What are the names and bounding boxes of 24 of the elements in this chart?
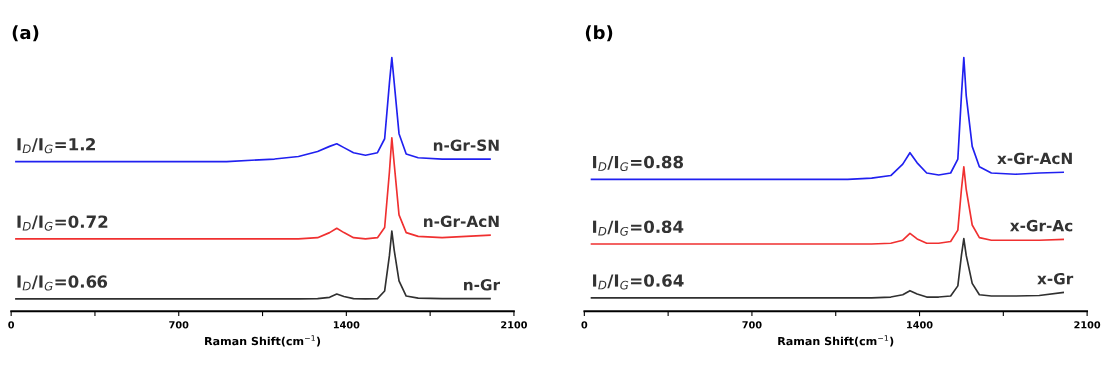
x-axis-title: Raman Shift(cm$^{−1}$) [205,335,321,347]
series-label: n-Gr [464,278,501,291]
x-tick-label: 2100 [501,321,528,329]
series-label: x-Gr-AcN [997,152,1072,165]
x-tick-label: 0 [8,321,15,329]
annotation: I$_{D}$/I$_{G}$=1.2 [17,138,95,154]
x-tick-label: 700 [742,321,762,329]
x-tick-label: 2100 [1074,321,1101,329]
series-label: n-Gr-SN [433,139,499,152]
annotation: I$_{D}$/I$_{G}$=0.84 [593,220,684,236]
chart-title: (b) [585,25,613,42]
x-tick-label: 1400 [333,321,360,329]
x-tick-label: 700 [169,321,189,329]
annotation: I$_{D}$/I$_{G}$=0.64 [593,274,684,290]
x-axis-title: Raman Shift(cm$^{−1}$) [778,335,894,347]
annotation: I$_{D}$/I$_{G}$=0.88 [593,155,684,172]
x-tick-label: 1400 [907,321,933,329]
chart-title: (a) [12,25,39,42]
x-tick-label: 0 [581,321,588,329]
annotation: I$_{D}$/I$_{G}$=0.72 [17,215,108,231]
annotation: I$_{D}$/I$_{G}$=0.66 [17,275,108,291]
series-label: x-Gr-Ac [1009,219,1073,232]
series-label: x-Gr [1037,272,1074,285]
series-label: n-Gr-AcN [424,215,499,228]
